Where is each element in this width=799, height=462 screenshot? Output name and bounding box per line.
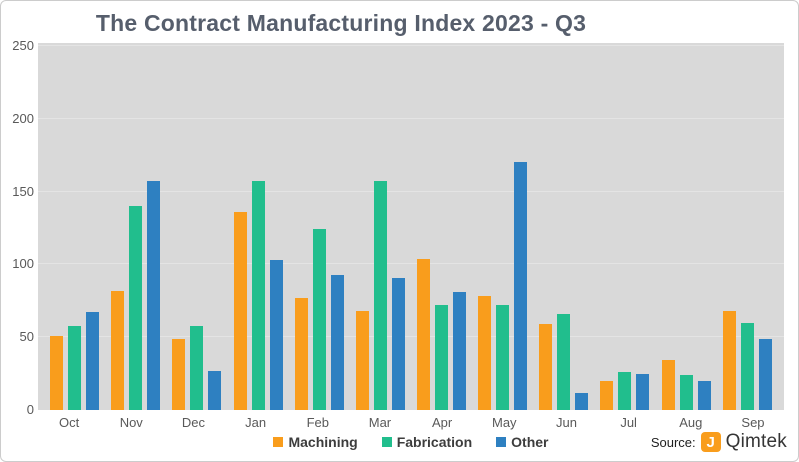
y-axis: 0 50 100 150 200 250 — [3, 38, 34, 417]
bar-groups — [38, 43, 784, 410]
bar-fabrication-jan — [251, 181, 265, 410]
bar-other-jul — [636, 374, 650, 410]
bar-other-jan — [269, 260, 283, 410]
legend-label: Fabrication — [396, 434, 473, 450]
bar-fabrication-may — [496, 305, 510, 410]
x-axis-label-nov: Nov — [119, 415, 143, 430]
x-axis-label-aug: Aug — [679, 415, 703, 430]
x-axis-label-may: May — [492, 415, 517, 430]
y-axis-label-0: 0 — [26, 402, 34, 417]
bar-machining-jan — [233, 212, 247, 410]
legend-swatch-icon — [381, 437, 392, 447]
bar-machining-feb — [294, 298, 308, 410]
bar-group-jan — [233, 181, 283, 410]
y-axis-label-250: 250 — [12, 38, 34, 53]
x-axis-label-jan: Jan — [245, 415, 267, 430]
x-axis-label-oct: Oct — [58, 415, 80, 430]
x-axis-label-jun: Jun — [555, 415, 577, 430]
bar-machining-nov — [111, 291, 125, 410]
bar-fabrication-apr — [434, 305, 448, 410]
bar-fabrication-oct — [68, 326, 82, 410]
legend-item-fabrication: Fabrication — [381, 434, 473, 450]
bar-other-oct — [86, 312, 100, 410]
bar-group-dec — [172, 326, 222, 410]
bar-machining-aug — [661, 360, 675, 410]
bar-group-feb — [294, 229, 344, 410]
x-axis-label-sep: Sep — [741, 415, 765, 430]
source-label: Source: — [650, 434, 696, 450]
bar-other-apr — [452, 292, 466, 410]
bar-other-aug — [697, 381, 711, 410]
bar-fabrication-dec — [190, 326, 204, 410]
gridline-100 — [38, 263, 784, 265]
bar-group-mar — [355, 181, 405, 410]
bar-other-nov — [147, 181, 161, 410]
source-attribution: Source: J Qimtek — [651, 431, 787, 453]
bar-fabrication-jul — [618, 372, 632, 410]
bar-machining-jul — [600, 381, 614, 410]
bar-other-mar — [391, 278, 405, 410]
gridline-150 — [38, 190, 784, 192]
bar-machining-oct — [50, 336, 64, 410]
bar-group-apr — [416, 259, 466, 410]
bar-group-aug — [661, 360, 711, 410]
bar-fabrication-nov — [129, 206, 143, 410]
bar-machining-sep — [722, 311, 736, 410]
y-axis-label-50: 50 — [19, 329, 34, 345]
bar-machining-jun — [539, 324, 553, 410]
bar-machining-apr — [416, 259, 430, 410]
bar-group-may — [478, 162, 528, 410]
qimtek-logo-icon: J — [700, 432, 721, 452]
x-axis-label-mar: Mar — [368, 415, 392, 430]
bar-group-oct — [50, 312, 100, 410]
bar-other-feb — [330, 275, 344, 410]
gridline-50 — [38, 336, 784, 338]
legend-swatch-icon — [273, 437, 284, 447]
x-axis-label-dec: Dec — [181, 415, 205, 430]
legend-label: Other — [511, 434, 549, 450]
bar-fabrication-sep — [740, 323, 754, 410]
bar-fabrication-mar — [373, 181, 387, 410]
bar-group-nov — [111, 181, 161, 410]
bar-fabrication-jun — [557, 314, 571, 410]
bar-machining-mar — [355, 311, 369, 410]
x-axis: Oct Nov Dec Jan Feb Mar Apr May Jun Jul Aug Sep — [38, 415, 784, 430]
y-axis-label-100: 100 — [12, 256, 34, 272]
source-brand: Qimtek — [725, 431, 787, 452]
gridline-200 — [38, 117, 784, 119]
x-axis-label-jul: Jul — [620, 415, 637, 430]
gridline-250 — [38, 45, 784, 46]
bar-machining-may — [478, 296, 492, 410]
x-axis-label-feb: Feb — [306, 415, 329, 430]
bar-group-jun — [539, 314, 589, 410]
plot-area — [38, 43, 784, 410]
bar-other-sep — [758, 339, 772, 410]
legend-swatch-icon — [496, 437, 507, 447]
bar-fabrication-feb — [312, 229, 326, 410]
y-axis-label-150: 150 — [12, 183, 34, 199]
legend: Machining Fabrication Other — [38, 434, 784, 450]
chart-title: The Contract Manufacturing Index 2023 - … — [95, 10, 587, 36]
x-axis-label-apr: Apr — [432, 415, 453, 430]
bar-other-jun — [575, 393, 589, 410]
y-axis-label-200: 200 — [12, 110, 34, 126]
bar-other-dec — [208, 371, 222, 410]
bar-fabrication-aug — [679, 375, 693, 410]
legend-item-machining: Machining — [273, 434, 358, 450]
legend-label: Machining — [288, 434, 358, 450]
legend-item-other: Other — [496, 434, 549, 450]
bar-group-jul — [600, 372, 650, 410]
bar-machining-dec — [172, 339, 186, 410]
bar-group-sep — [722, 311, 772, 410]
bar-other-may — [514, 162, 528, 410]
